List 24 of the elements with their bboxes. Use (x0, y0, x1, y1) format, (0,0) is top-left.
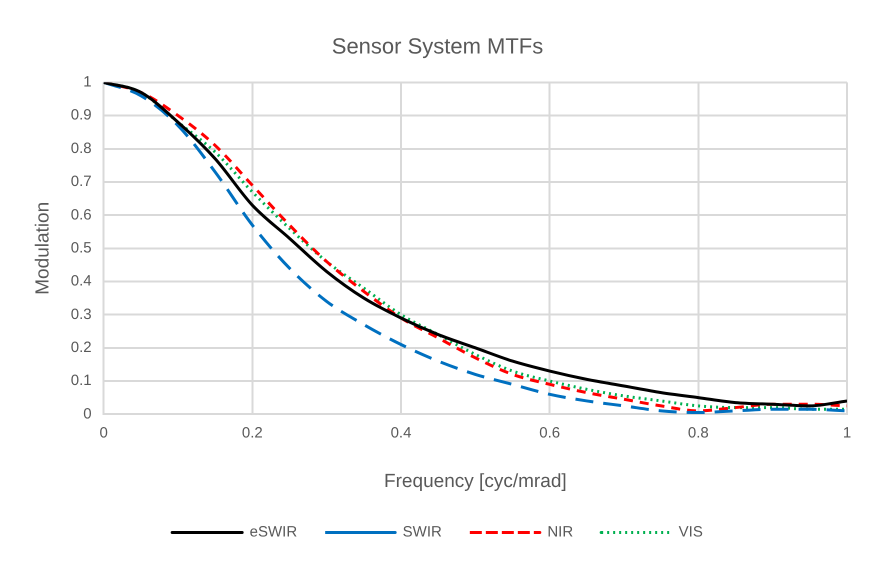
y-tick-label: 0.2 (70, 338, 92, 356)
y-tick-label: 0.8 (70, 140, 92, 157)
y-tick-label: 0.1 (70, 372, 92, 390)
chart-title: Sensor System MTFs (332, 33, 544, 58)
legend-label: eSWIR (250, 524, 298, 541)
legend-label: SWIR (402, 524, 442, 541)
x-tick-label: 0 (99, 424, 108, 442)
y-tick-label: 0.4 (70, 272, 92, 290)
x-tick-label: 0.8 (688, 424, 709, 442)
y-axis-title: Modulation (32, 202, 54, 295)
legend-label: VIS (678, 524, 703, 541)
x-tick-label: 0.6 (539, 424, 560, 442)
x-axis-title: Frequency [cyc/mrad] (384, 470, 567, 492)
y-tick-label: 0.7 (70, 173, 92, 190)
x-tick-label: 0.4 (390, 424, 412, 442)
y-tick-label: 0.3 (70, 306, 92, 323)
legend-label: NIR (547, 524, 574, 541)
x-tick-label: 1 (842, 424, 852, 442)
y-tick-label: 0 (83, 405, 92, 422)
y-tick-label: 0.6 (70, 206, 92, 224)
x-tick-label: 0.2 (242, 424, 263, 442)
y-tick-label: 0.9 (70, 106, 92, 124)
y-tick-label: 0.5 (70, 239, 92, 256)
y-tick-label: 1 (83, 74, 92, 91)
